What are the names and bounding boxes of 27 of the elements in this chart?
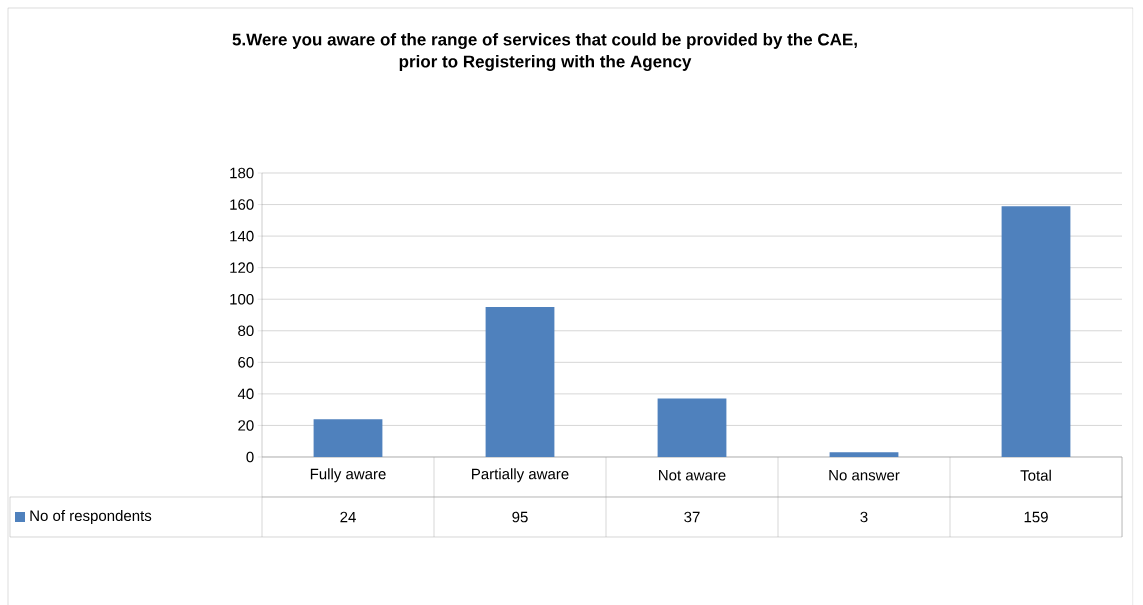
x-tick-label: Total xyxy=(1020,469,1051,481)
y-tick-label: 40 xyxy=(237,388,254,400)
bar xyxy=(485,307,555,457)
bar xyxy=(313,419,383,457)
data-label: 3 xyxy=(860,511,868,523)
y-tick-label: 60 xyxy=(238,357,254,368)
legend-label: No of respondents xyxy=(30,510,152,524)
x-tick-label: No answer xyxy=(829,470,900,481)
y-tick-label: 20 xyxy=(238,420,254,431)
data-label: 95 xyxy=(512,511,528,523)
y-tick-label: 0 xyxy=(246,451,254,463)
x-tick-label: Not aware xyxy=(659,470,726,481)
y-tick-label: 140 xyxy=(230,230,254,242)
x-tick-label: Partially aware xyxy=(472,468,569,483)
y-tick-label: 120 xyxy=(230,262,254,273)
data-label: 159 xyxy=(1024,511,1048,523)
data-label: 24 xyxy=(340,511,356,523)
bar xyxy=(1001,206,1071,457)
y-tick-label: 180 xyxy=(230,167,254,179)
y-tick-label: 100 xyxy=(230,293,254,305)
data-label: 37 xyxy=(684,511,700,523)
x-tick-label: Fully aware xyxy=(310,468,386,483)
chart-title: 5.Were you aware of the range of services that could be provided by the CAE, prior to Registering with the Agency xyxy=(232,33,857,71)
y-tick-label: 160 xyxy=(230,199,254,210)
y-tick-label: 80 xyxy=(238,325,254,337)
bar xyxy=(657,398,727,457)
bar xyxy=(829,452,899,457)
